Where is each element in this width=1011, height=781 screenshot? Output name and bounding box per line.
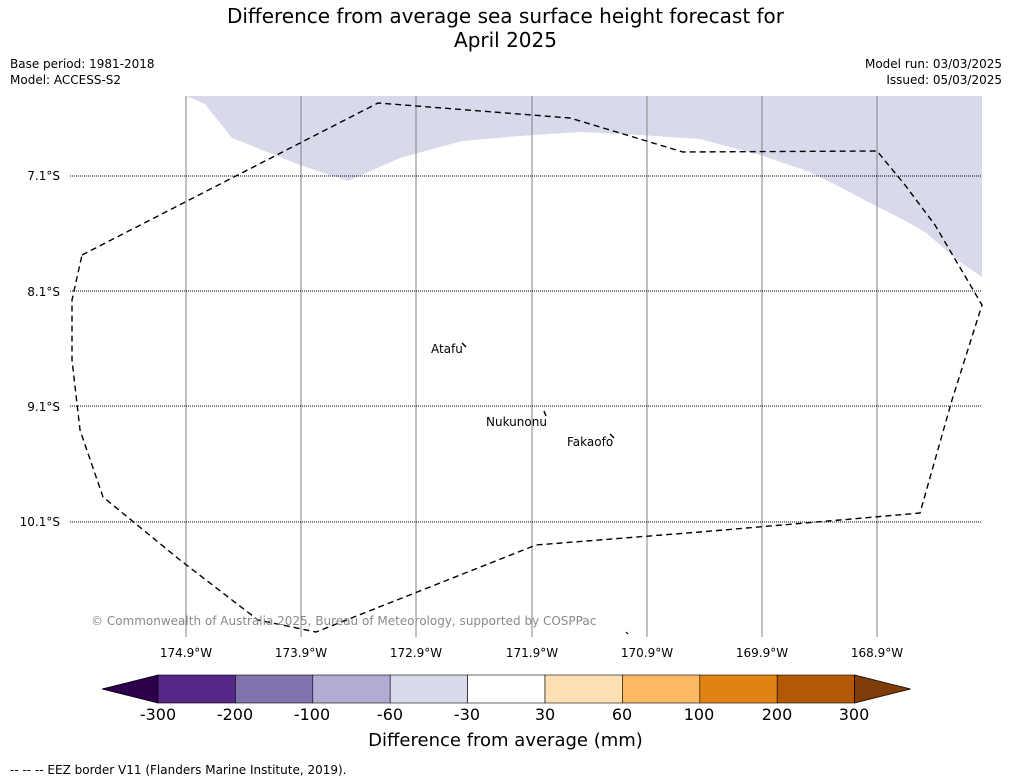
- colorbar-segment: [389, 674, 468, 704]
- lat-label: 10.1°S: [19, 515, 60, 529]
- colorbar-extend-high: [854, 674, 911, 704]
- colorbar-tick-label: -200: [216, 705, 254, 724]
- colorbar-segment: [776, 674, 855, 704]
- colorbar-tick-label: 300: [838, 705, 870, 724]
- nukunonu-island-icon: [543, 410, 547, 417]
- atafu-island-icon: [461, 342, 467, 348]
- colorbar-title: Difference from average (mm): [368, 730, 643, 751]
- colorbar-tick-label: -300: [139, 705, 177, 724]
- base-period: Base period: 1981-2018: [10, 57, 155, 71]
- place-fakaofo: Fakaofo: [567, 435, 614, 449]
- lon-label: 173.9°W: [274, 646, 328, 660]
- colorbar-segment: [699, 674, 778, 704]
- sea-height-anomaly-region: [186, 96, 982, 277]
- lon-label: 168.9°W: [850, 646, 904, 660]
- lon-label: 174.9°W: [159, 646, 213, 660]
- meta-left: Base period: 1981-2018 Model: ACCESS-S2: [10, 56, 155, 88]
- lat-label: 7.1°S: [27, 169, 60, 183]
- lat-label: 9.1°S: [27, 400, 60, 414]
- lon-label: 171.9°W: [505, 646, 559, 660]
- lon-label: 169.9°W: [735, 646, 789, 660]
- colorbar-tick-label: -60: [376, 705, 404, 724]
- title-line-2: April 2025: [454, 28, 557, 52]
- place-nukunonu: Nukunonu: [486, 415, 547, 429]
- colorbar-segment: [157, 674, 236, 704]
- colorbar-tick-label: 60: [611, 705, 633, 724]
- eez-border: [71, 102, 983, 633]
- model-name: Model: ACCESS-S2: [10, 73, 122, 87]
- title-line-1: Difference from average sea surface heig…: [226, 4, 785, 28]
- footnote: -- -- -- EEZ border V11 (Flanders Marine…: [10, 763, 347, 777]
- colorbar-segment: [235, 674, 314, 704]
- lon-label: 170.9°W: [620, 646, 674, 660]
- lon-label: 172.9°W: [389, 646, 443, 660]
- colorbar-segment: [467, 674, 546, 704]
- issued-date: Issued: 05/03/2025: [886, 73, 1002, 87]
- colorbar-tick-label: 100: [683, 705, 715, 724]
- small-reef-icon: [625, 631, 629, 635]
- copyright-notice: © Commonwealth of Australia 2025, Bureau…: [91, 614, 597, 628]
- meta-right: Model run: 03/03/2025 Issued: 05/03/2025: [865, 56, 1002, 88]
- model-run: Model run: 03/03/2025: [864, 57, 1002, 71]
- colorbar-segment: [544, 674, 623, 704]
- fakaofo-island-icon: [609, 433, 615, 439]
- colorbar-segment: [622, 674, 701, 704]
- colorbar-segment: [312, 674, 391, 704]
- colorbar-tick-label: -30: [453, 705, 481, 724]
- lat-label: 8.1°S: [27, 285, 60, 299]
- place-atafu: Atafu: [431, 342, 463, 356]
- chart-title: Difference from average sea surface heig…: [0, 4, 1011, 52]
- colorbar-tick-label: 30: [534, 705, 556, 724]
- colorbar-extend-low: [101, 674, 159, 704]
- colorbar: [101, 674, 911, 704]
- colorbar-tick-label: -100: [293, 705, 331, 724]
- colorbar-tick-label: 200: [761, 705, 793, 724]
